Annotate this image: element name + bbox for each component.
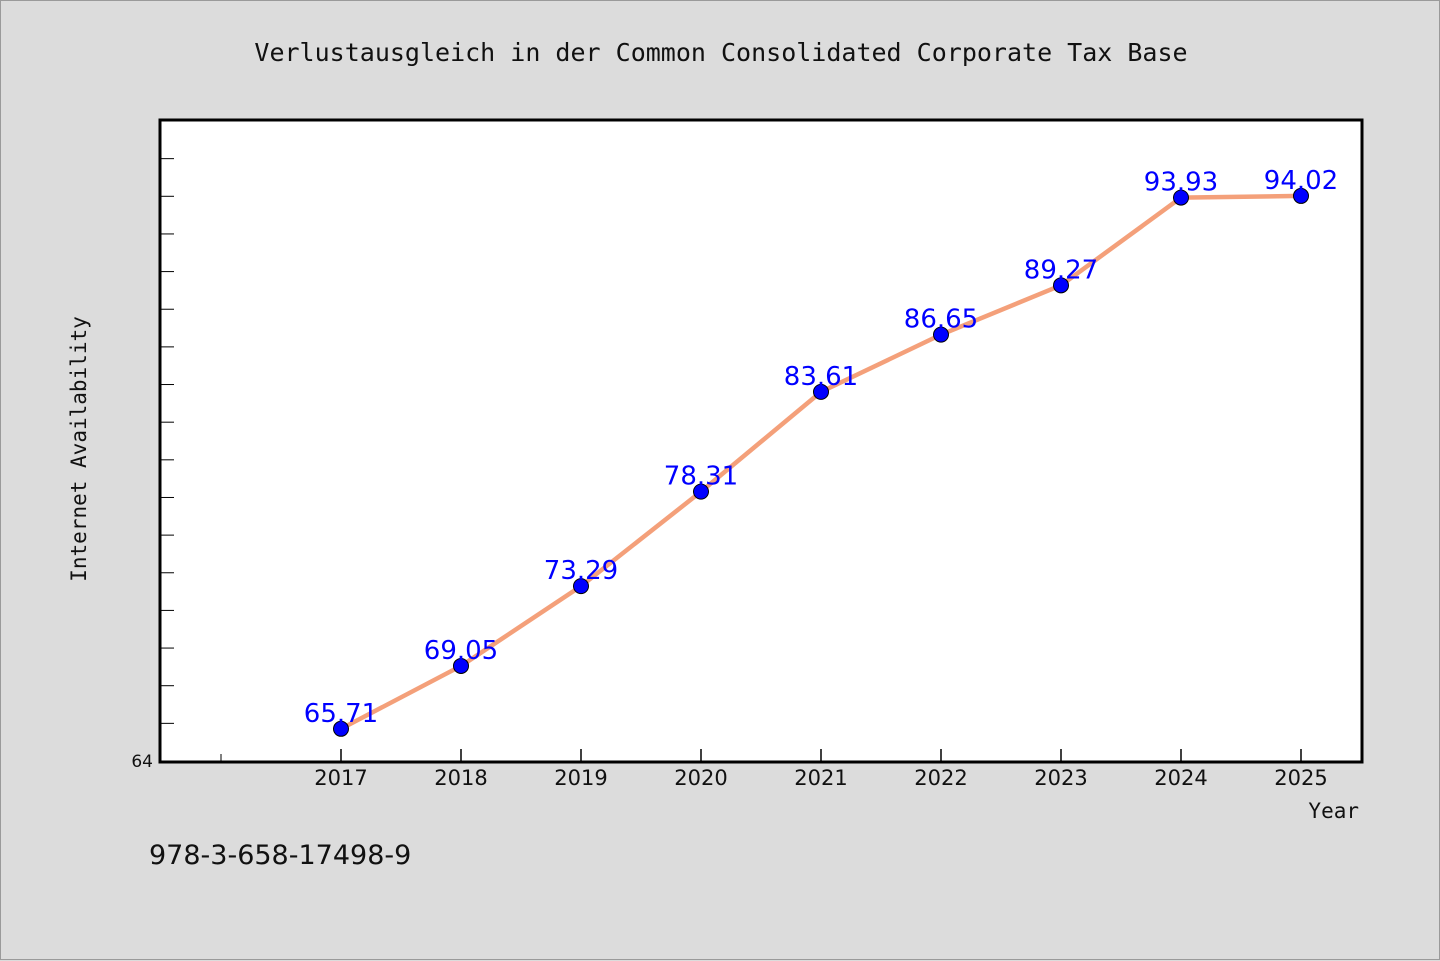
x-tick-label: 2023	[1034, 766, 1087, 790]
x-tick-label: 2025	[1274, 766, 1327, 790]
data-point	[1173, 189, 1189, 206]
data-label: 86.65	[904, 305, 978, 335]
x-tick-label: 2019	[554, 766, 607, 790]
y-axis-ticks: 64	[131, 120, 174, 772]
data-label: 69.05	[424, 636, 498, 666]
data-label: 65.71	[304, 699, 378, 729]
data-point	[573, 578, 589, 595]
x-tick-label: 2022	[914, 766, 967, 790]
data-label: 89.27	[1024, 255, 1098, 285]
data-label: 93.93	[1144, 168, 1218, 198]
x-tick-label: 2021	[794, 766, 847, 790]
y-tick-label: 64	[131, 752, 153, 772]
x-tick-label: 2017	[314, 766, 367, 790]
x-tick-label: 2020	[674, 766, 727, 790]
x-axis-label: Year	[1308, 799, 1359, 823]
data-point	[333, 720, 349, 737]
data-point	[813, 383, 829, 400]
data-point	[1293, 187, 1309, 204]
data-label: 78.31	[664, 462, 738, 492]
chart-title: Verlustausgleich in der Common Consolida…	[254, 38, 1187, 67]
data-point	[1053, 277, 1069, 294]
data-point	[693, 483, 709, 500]
data-label: 83.61	[784, 362, 858, 392]
x-axis-ticks: 2017 2018 2019 2020 2021 2022 2023 2024 2025	[220, 749, 1328, 790]
data-labels: 65.71 69.05 73.29 78.31 83.61 86.65 89.27 93.93…	[304, 166, 1338, 729]
data-point	[933, 326, 949, 343]
data-point	[453, 657, 469, 674]
data-label: 73.29	[544, 556, 618, 586]
data-label: 94.02	[1264, 166, 1338, 196]
footer-note: 978-3-658-17498-9	[149, 840, 411, 871]
y-axis-label: Internet Availability	[67, 316, 91, 582]
x-tick-label: 2024	[1154, 766, 1207, 790]
series-markers	[333, 187, 1309, 737]
x-tick-label: 2018	[434, 766, 487, 790]
